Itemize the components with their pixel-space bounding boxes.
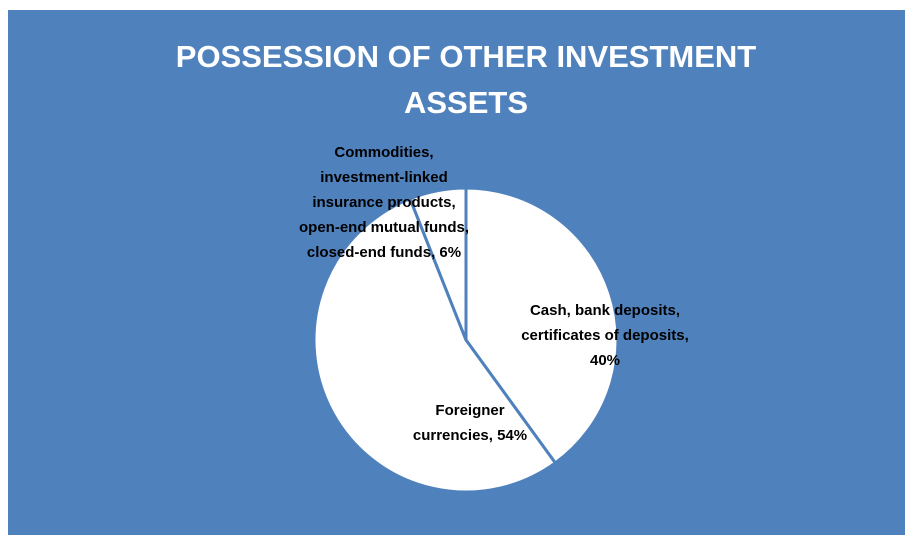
data-label: Commodities, investment-linked insurance… bbox=[299, 144, 469, 261]
data-label: Foreigner currencies, 54% bbox=[412, 402, 528, 444]
data-label: Cash, bank deposits, certificates of dep… bbox=[521, 302, 689, 369]
pie-slice bbox=[464, 186, 620, 465]
pie-slice bbox=[408, 186, 468, 342]
chart-title: POSSESSION OF OTHER INVESTMENT ASSETS bbox=[175, 39, 757, 120]
pie-slice bbox=[312, 197, 557, 494]
